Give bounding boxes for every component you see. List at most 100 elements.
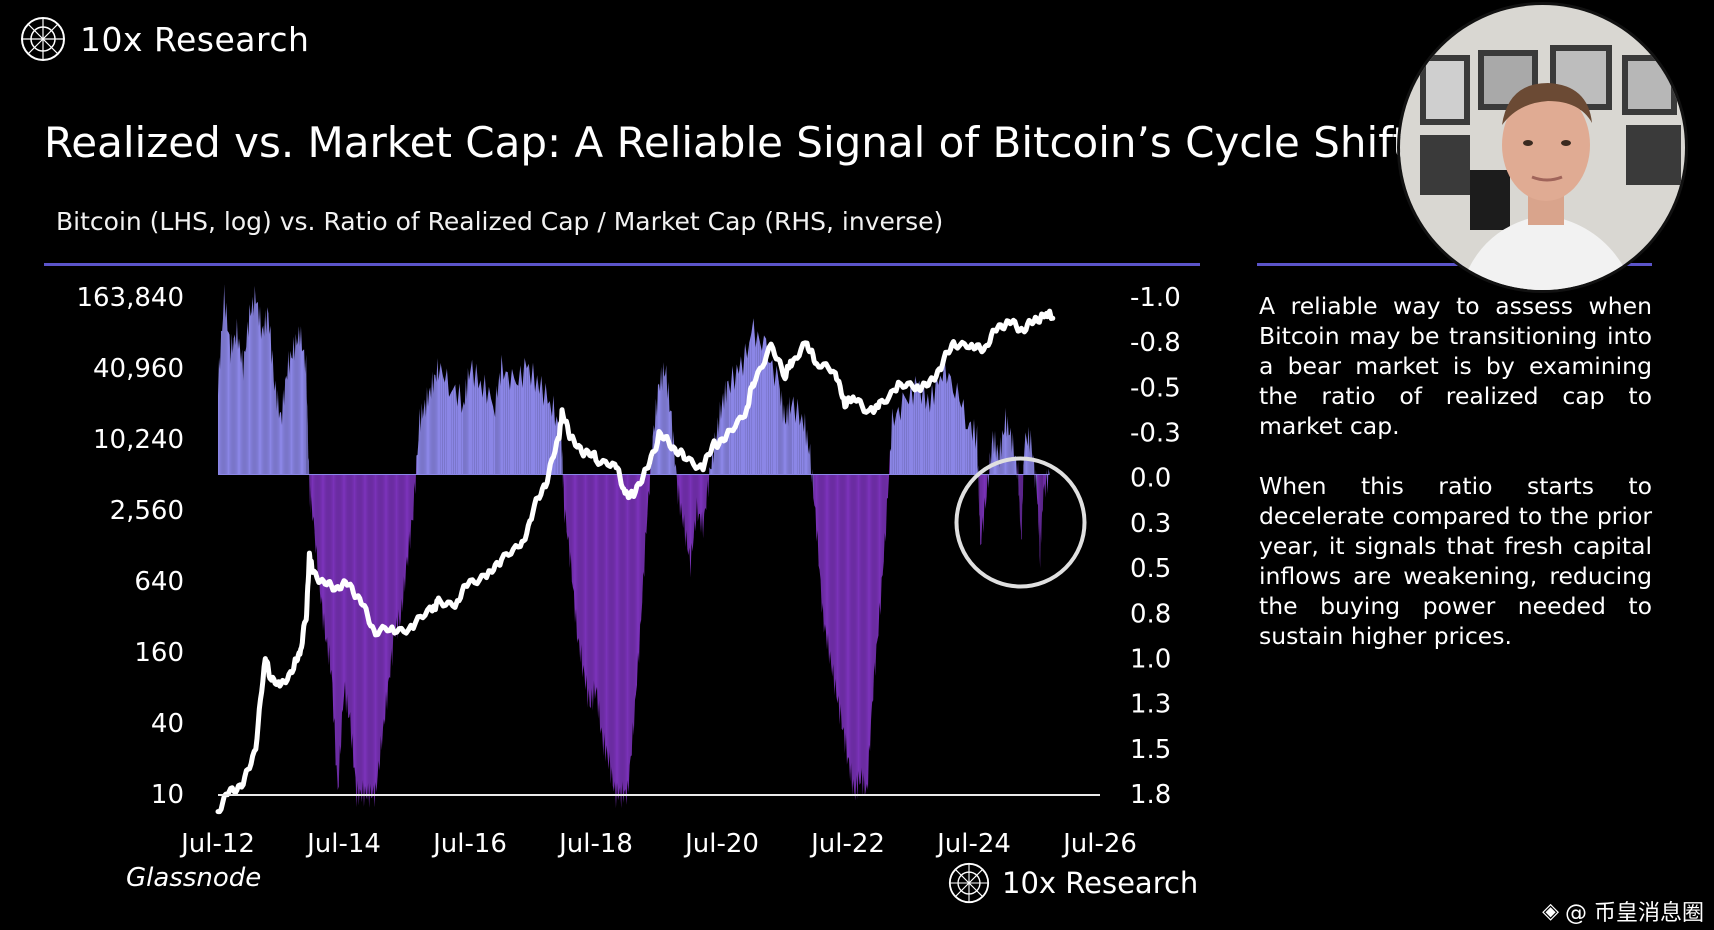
ratio-area-segment	[674, 463, 676, 475]
ratio-area-segment	[883, 474, 885, 562]
ratio-area-segment	[872, 474, 874, 703]
ratio-area-segment	[694, 474, 696, 532]
right-tick-label: 1.3	[1130, 690, 1171, 720]
ratio-area-segment	[783, 403, 785, 475]
ratio-area-segment	[1023, 459, 1024, 475]
ratio-area-segment	[580, 474, 582, 663]
ratio-area-segment	[861, 474, 863, 797]
ratio-area-segment	[753, 318, 756, 475]
ratio-area-segment	[986, 472, 988, 497]
ratio-area-segment	[571, 474, 573, 588]
ratio-area-segment	[906, 400, 909, 475]
ratio-area-segment	[1006, 416, 1008, 475]
ratio-area-segment	[1039, 474, 1040, 556]
ratio-area-segment	[961, 398, 964, 475]
ratio-area-segment	[608, 474, 610, 770]
ratio-area-segment	[307, 406, 308, 475]
ratio-area-segment	[275, 380, 277, 475]
ratio-area-segment	[342, 474, 344, 710]
ratio-area-segment	[829, 474, 831, 665]
ratio-area-segment	[806, 429, 808, 475]
ratio-area-segment	[453, 384, 456, 475]
ratio-area-segment	[570, 474, 572, 582]
ratio-area-segment	[377, 474, 379, 777]
ratio-area-segment	[1030, 429, 1032, 475]
ratio-area-segment	[677, 474, 679, 505]
ratio-area-segment	[575, 474, 577, 623]
ratio-area-segment	[455, 384, 458, 475]
ratio-area-segment	[915, 376, 918, 475]
ratio-area-segment	[372, 474, 374, 797]
ratio-area-segment	[588, 474, 590, 707]
ratio-area-segment	[242, 349, 244, 475]
ratio-area-segment	[884, 474, 886, 542]
ratio-area-segment	[311, 474, 313, 522]
ratio-area-segment	[987, 472, 989, 489]
ratio-area-segment	[997, 444, 999, 475]
ratio-area-segment	[299, 326, 301, 475]
ratio-area-segment	[989, 451, 991, 475]
ratio-area-segment	[857, 474, 859, 800]
ratio-area-segment	[979, 474, 981, 546]
ratio-area-segment	[942, 357, 945, 475]
ratio-area-segment	[312, 474, 314, 522]
ratio-area-segment	[985, 474, 987, 509]
ratio-area-segment	[1043, 474, 1045, 492]
ratio-area-segment	[474, 363, 477, 475]
ratio-area-segment	[1010, 427, 1012, 475]
ratio-area-segment	[788, 396, 790, 475]
ratio-area-segment	[855, 474, 857, 801]
ratio-area-segment	[522, 357, 525, 475]
ratio-area-segment	[1046, 469, 1048, 494]
ratio-area-segment	[563, 474, 564, 505]
ratio-area-segment	[553, 395, 556, 475]
ratio-area-segment	[233, 334, 235, 475]
ratio-area-segment	[584, 474, 586, 691]
ratio-area-segment	[463, 401, 465, 475]
ratio-area-segment	[416, 454, 418, 475]
ratio-area-segment	[953, 392, 956, 475]
ratio-area-segment	[685, 474, 687, 548]
ratio-area-segment	[873, 474, 875, 701]
ratio-area-segment	[303, 349, 305, 475]
ratio-area-segment	[938, 375, 941, 475]
chart-title: Realized vs. Market Cap: A Reliable Sign…	[44, 118, 1409, 167]
ratio-area-segment	[354, 474, 356, 778]
ratio-area-segment	[231, 333, 233, 475]
ratio-area-segment	[991, 430, 993, 475]
ratio-area-segment	[1031, 450, 1033, 475]
ratio-area-segment	[478, 380, 481, 475]
ratio-area-segment	[270, 325, 272, 475]
ratio-area-segment	[442, 375, 445, 475]
ratio-area-segment	[355, 474, 357, 808]
ratio-area-segment	[528, 363, 531, 475]
ratio-area-segment	[336, 474, 338, 790]
ratio-area-segment	[629, 474, 631, 766]
ratio-area-segment	[992, 430, 994, 475]
ratio-area-segment	[541, 375, 544, 475]
ratio-area-segment	[409, 474, 411, 550]
ratio-area-segment	[514, 377, 517, 475]
ratio-area-segment	[867, 474, 869, 790]
ratio-area-segment	[562, 449, 563, 489]
ratio-area-segment	[589, 474, 591, 709]
ratio-area-segment	[803, 413, 805, 475]
ratio-area-segment	[663, 362, 665, 475]
ratio-area-segment	[839, 474, 841, 725]
ratio-area-segment	[257, 302, 259, 475]
ratio-area-segment	[253, 285, 255, 475]
ratio-area-segment	[493, 406, 496, 475]
ratio-area-segment	[418, 408, 420, 475]
ratio-area-segment	[488, 386, 491, 475]
ratio-area-segment	[648, 474, 650, 496]
ratio-area-segment	[331, 474, 333, 684]
ratio-area-segment	[459, 383, 462, 475]
ratio-area-segment	[533, 362, 536, 475]
ratio-area-segment	[619, 474, 621, 795]
ratio-area-segment	[218, 357, 220, 475]
ratio-area-segment	[657, 383, 659, 475]
ratio-area-segment	[329, 474, 331, 676]
ratio-area-segment	[547, 401, 550, 475]
diamond-icon: ◈	[1542, 898, 1559, 924]
ratio-area-segment	[983, 474, 985, 534]
